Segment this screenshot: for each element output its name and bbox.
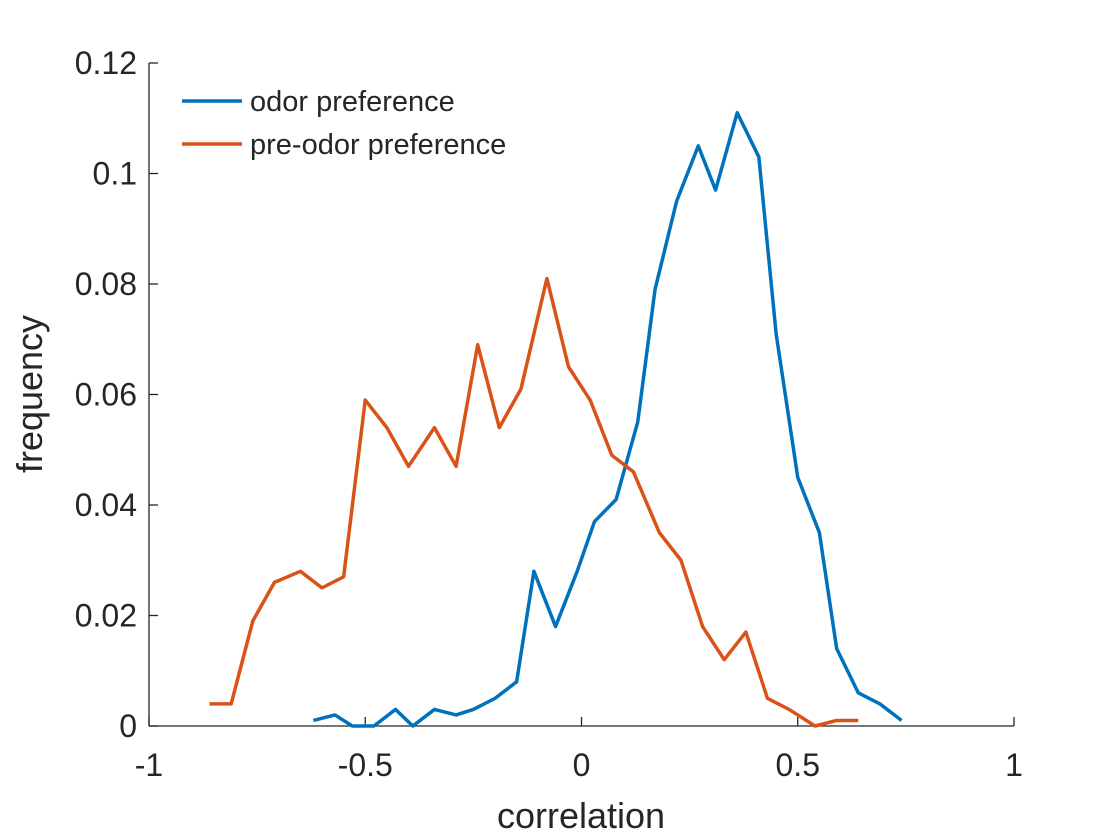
y-tick-label: 0.04 [75,487,137,523]
y-tick-label: 0.02 [75,598,137,634]
x-tick-label: -1 [135,747,163,783]
y-tick-label: 0.1 [93,156,137,192]
y-tick-label: 0.12 [75,45,137,81]
legend-label: pre-odor preference [250,129,506,161]
legend-label: odor preference [250,86,455,118]
series-line [209,276,859,728]
y-tick-label: 0.08 [75,266,137,302]
x-tick-label: 0.5 [776,747,820,783]
x-axis-label: correlation [497,795,665,836]
y-axis-label: frequency [9,315,50,473]
series-line [312,110,903,728]
y-tick-label: 0.06 [75,377,137,413]
x-tick-label: 1 [1005,747,1023,783]
x-tick-label: -0.5 [338,747,393,783]
x-tick-label: 0 [573,747,591,783]
y-tick-label: 0 [119,708,137,744]
